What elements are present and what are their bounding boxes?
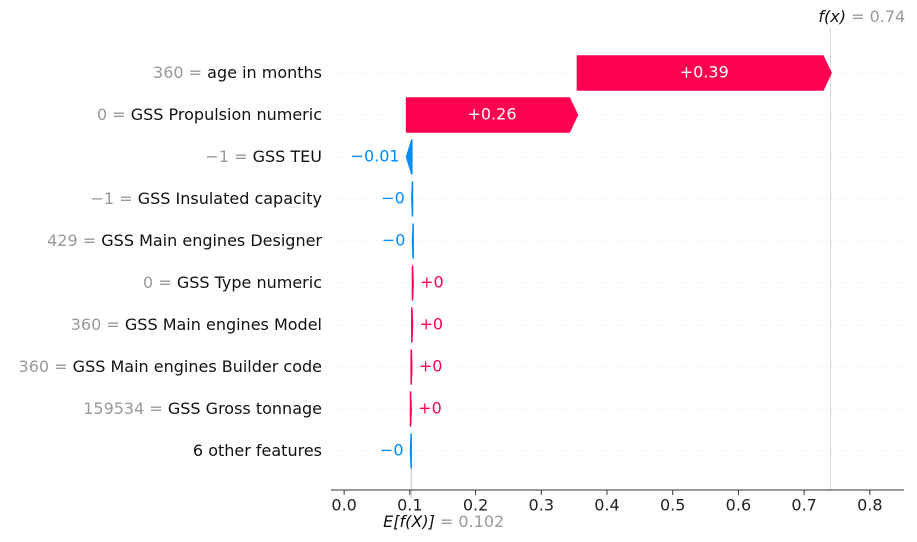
output-name: f(x) — [818, 7, 846, 26]
feature-name: GSS Main engines Model — [125, 315, 322, 334]
feature-name: GSS Main engines Designer — [101, 231, 322, 250]
feature-name: GSS Gross tonnage — [168, 399, 322, 418]
separator: = — [54, 357, 67, 376]
contribution-bar — [411, 307, 414, 343]
feature-label: −1 = GSS Insulated capacity — [91, 189, 322, 208]
contribution-bar — [409, 391, 412, 427]
value-label: −0 — [381, 189, 405, 208]
feature-value: −1 — [91, 189, 115, 208]
feature-label: 429 = GSS Main engines Designer — [47, 231, 322, 250]
value-label: +0 — [419, 315, 443, 334]
feature-name: GSS Main engines Builder code — [73, 357, 322, 376]
contribution-bar — [405, 139, 413, 175]
contribution-bar — [405, 97, 579, 133]
x-tick-label: 0.7 — [791, 496, 816, 515]
feature-name: GSS TEU — [253, 147, 322, 166]
value-label: −0 — [380, 441, 404, 460]
feature-name: GSS Insulated capacity — [138, 189, 322, 208]
contribution-bar — [410, 349, 413, 385]
value-label: +0 — [419, 357, 443, 376]
value-label: +0 — [418, 399, 442, 418]
separator: = — [112, 105, 125, 124]
separator: = — [119, 189, 132, 208]
feature-name: age in months — [207, 63, 322, 82]
feature-label: 0 = GSS Type numeric — [143, 273, 322, 292]
base-name: E[f(X)] — [383, 512, 435, 531]
feature-value: 159534 — [83, 399, 144, 418]
feature-name: GSS Propulsion numeric — [131, 105, 322, 124]
feature-value: 0 — [97, 105, 107, 124]
feature-value: 360 — [19, 357, 50, 376]
x-tick-label: 0.8 — [857, 496, 882, 515]
value-label: −0.01 — [351, 147, 400, 166]
feature-value: 360 — [153, 63, 184, 82]
x-tick-label: 0.2 — [463, 496, 488, 515]
feature-value: 360 — [71, 315, 102, 334]
feature-label: −1 = GSS TEU — [205, 147, 322, 166]
x-tick-label: 0.6 — [726, 496, 751, 515]
x-tick-label: 0.4 — [594, 496, 619, 515]
feature-name: GSS Type numeric — [177, 273, 322, 292]
separator: = — [149, 399, 162, 418]
separator: = — [106, 315, 119, 334]
separator: = — [440, 512, 453, 531]
output-label: f(x) = 0.74 — [818, 7, 905, 26]
x-tick-label: 0.3 — [529, 496, 554, 515]
contribution-bar — [411, 265, 414, 301]
feature-label: 360 = GSS Main engines Builder code — [19, 357, 322, 376]
value-label: +0.39 — [680, 63, 729, 82]
feature-value: 0 — [143, 273, 153, 292]
x-tick-label: 0.0 — [331, 496, 356, 515]
feature-label: 6 other features — [193, 441, 322, 460]
feature-label: 159534 = GSS Gross tonnage — [83, 399, 322, 418]
x-tick-label: 0.5 — [660, 496, 685, 515]
x-tick-label: 0.1 — [397, 496, 422, 515]
separator: = — [851, 7, 864, 26]
base-value: 0.102 — [458, 512, 504, 531]
contribution-bar — [411, 181, 414, 217]
contribution-bar — [411, 223, 414, 259]
contribution-bar — [409, 433, 412, 469]
base-label: E[f(X)] = 0.102 — [383, 512, 504, 531]
separator: = — [189, 63, 202, 82]
separator: = — [83, 231, 96, 250]
output-value: 0.74 — [870, 7, 906, 26]
feature-label: 0 = GSS Propulsion numeric — [97, 105, 322, 124]
feature-name: 6 other features — [193, 441, 322, 460]
feature-value: −1 — [205, 147, 229, 166]
feature-label: 360 = age in months — [153, 63, 322, 82]
separator: = — [234, 147, 247, 166]
separator: = — [158, 273, 171, 292]
feature-label: 360 = GSS Main engines Model — [71, 315, 322, 334]
value-label: +0 — [420, 273, 444, 292]
contribution-bar — [576, 55, 832, 91]
feature-value: 429 — [47, 231, 78, 250]
value-label: +0.26 — [467, 105, 516, 124]
value-label: −0 — [382, 231, 406, 250]
